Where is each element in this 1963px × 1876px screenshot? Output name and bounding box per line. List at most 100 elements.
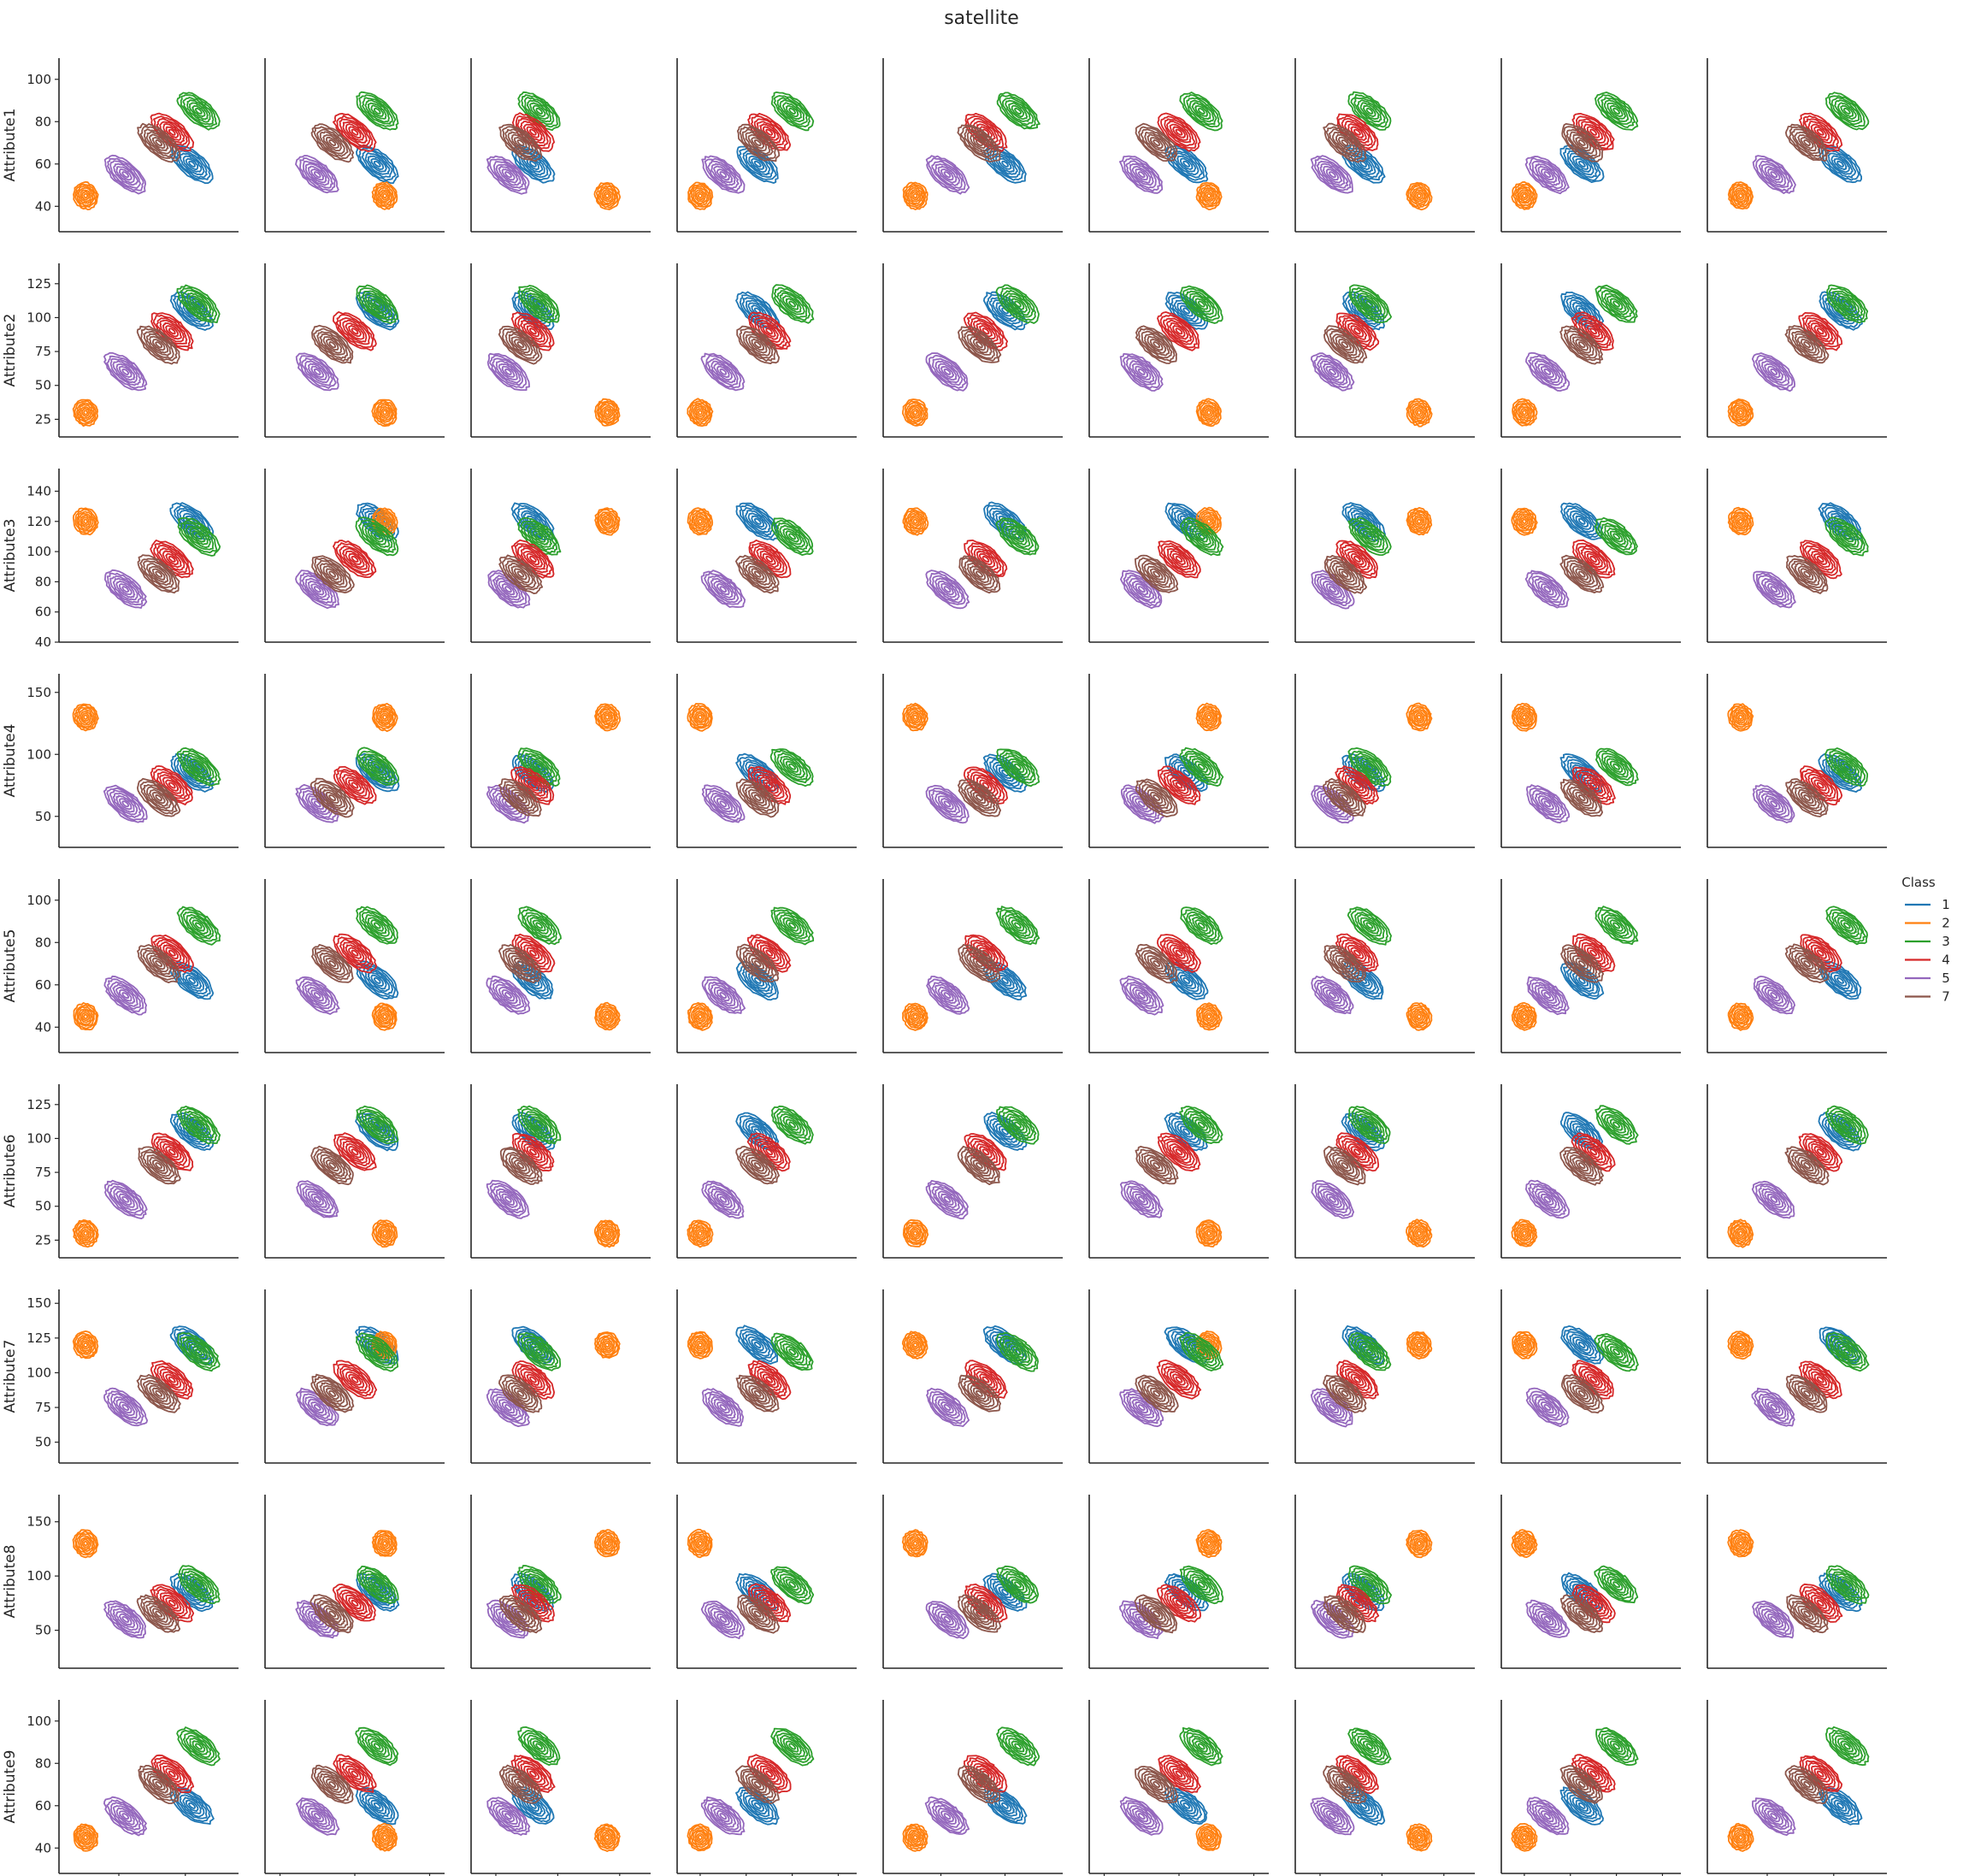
contour-class-3: [523, 97, 555, 125]
contour-class-1: [986, 293, 1023, 328]
contour-class-5: [1764, 1190, 1784, 1208]
contour-class-3: [189, 527, 209, 546]
contour-class-3: [1182, 287, 1220, 322]
contour-class-3: [176, 91, 221, 131]
contour-class-7: [145, 131, 172, 155]
contour-class-1: [526, 974, 540, 987]
contour-class-4: [759, 1371, 780, 1389]
contour-class-2: [1206, 410, 1211, 416]
contour-class-5: [1325, 168, 1340, 181]
contour-class-2: [597, 1223, 617, 1244]
y-axis-label: Attribute4: [2, 724, 19, 798]
contour-class-7: [734, 1765, 780, 1805]
contour-class-3: [779, 292, 805, 316]
contour-class-7: [146, 1153, 172, 1177]
contour-class-7: [155, 1610, 163, 1618]
contour-class-2: [909, 189, 922, 203]
contour-class-2: [593, 1823, 621, 1852]
contour-class-5: [1534, 162, 1561, 186]
contour-class-1: [1571, 1336, 1592, 1354]
contour-class-3: [1828, 750, 1866, 784]
contour-class-4: [345, 322, 365, 340]
contour-class-3: [367, 1342, 387, 1361]
contour-class-7: [751, 958, 765, 970]
contour-class-4: [168, 1148, 176, 1156]
contour-class-7: [145, 1602, 172, 1625]
contour-class-7: [1796, 954, 1818, 973]
contour-class-5: [931, 981, 964, 1010]
contour-class-7: [966, 1602, 993, 1625]
contour-class-4: [341, 1591, 368, 1615]
contour-class-5: [1764, 1808, 1784, 1826]
contour-class-3: [773, 95, 811, 127]
contour-class-5: [307, 986, 327, 1005]
contour-class-4: [1169, 1765, 1189, 1783]
contour-class-1: [1566, 758, 1598, 788]
contour-class-7: [310, 1145, 354, 1186]
contour-class-4: [345, 123, 365, 141]
contour-class-7: [963, 1770, 995, 1799]
contour-class-2: [1736, 1832, 1745, 1843]
contour-class-5: [498, 165, 519, 184]
contour-class-7: [1803, 139, 1812, 147]
contour-class-5: [486, 1388, 530, 1427]
contour-class-3: [186, 292, 212, 316]
contour-class-5: [1329, 1195, 1336, 1203]
contour-class-1: [1566, 1118, 1598, 1147]
contour-class-1: [735, 1324, 779, 1365]
contour-class-4: [765, 949, 774, 957]
contour-class-3: [995, 1332, 1039, 1372]
contour-class-5: [1313, 354, 1351, 389]
contour-class-7: [1800, 1608, 1814, 1620]
contour-class-5: [489, 1183, 527, 1217]
contour-class-3: [526, 292, 552, 316]
contour-class-4: [759, 550, 779, 569]
contour-class-1: [1356, 157, 1371, 170]
contour-class-3: [523, 1732, 555, 1761]
contour-class-4: [1175, 555, 1183, 563]
contour-class-3: [364, 914, 390, 937]
contour-class-3: [779, 99, 805, 123]
contour-class-4: [1163, 770, 1195, 799]
contour-class-5: [489, 979, 528, 1012]
contour-class-7: [326, 1387, 339, 1401]
contour-class-7: [1791, 1380, 1824, 1407]
contour-class-1: [751, 1338, 764, 1352]
contour-class-4: [526, 552, 540, 566]
contour-class-7: [1794, 1154, 1820, 1177]
contour-class-5: [1122, 978, 1161, 1012]
contour-class-7: [146, 786, 172, 810]
contour-class-5: [107, 978, 144, 1012]
panel-r7-c5: [882, 1289, 1063, 1464]
contour-class-2: [905, 1223, 925, 1244]
contour-class-5: [1540, 365, 1554, 379]
contour-class-1: [735, 1786, 780, 1826]
contour-class-5: [1314, 573, 1352, 606]
contour-class-5: [501, 1193, 516, 1206]
contour-class-7: [149, 1384, 169, 1403]
contour-class-2: [371, 1002, 398, 1031]
contour-class-2: [1727, 506, 1754, 536]
contour-class-2: [599, 1008, 616, 1025]
contour-class-5: [313, 1615, 321, 1623]
contour-class-4: [162, 550, 182, 569]
contour-class-2: [378, 1537, 391, 1550]
contour-class-7: [736, 123, 781, 162]
contour-class-3: [535, 763, 543, 770]
contour-class-3: [775, 1337, 808, 1366]
contour-class-3: [1597, 909, 1636, 943]
legend-label-3: 3: [1942, 934, 1950, 949]
contour-class-7: [138, 1146, 181, 1185]
contour-class-1: [361, 965, 393, 995]
contour-class-4: [1347, 550, 1367, 569]
contour-class-1: [182, 971, 203, 989]
contour-class-4: [1169, 1371, 1189, 1389]
contour-class-2: [80, 515, 91, 528]
contour-class-3: [373, 300, 381, 308]
contour-class-7: [1135, 1766, 1179, 1804]
contour-class-5: [1526, 976, 1570, 1016]
contour-class-2: [697, 1540, 703, 1547]
contour-class-7: [325, 957, 339, 970]
contour-class-3: [1191, 758, 1211, 776]
contour-class-4: [529, 1599, 537, 1607]
